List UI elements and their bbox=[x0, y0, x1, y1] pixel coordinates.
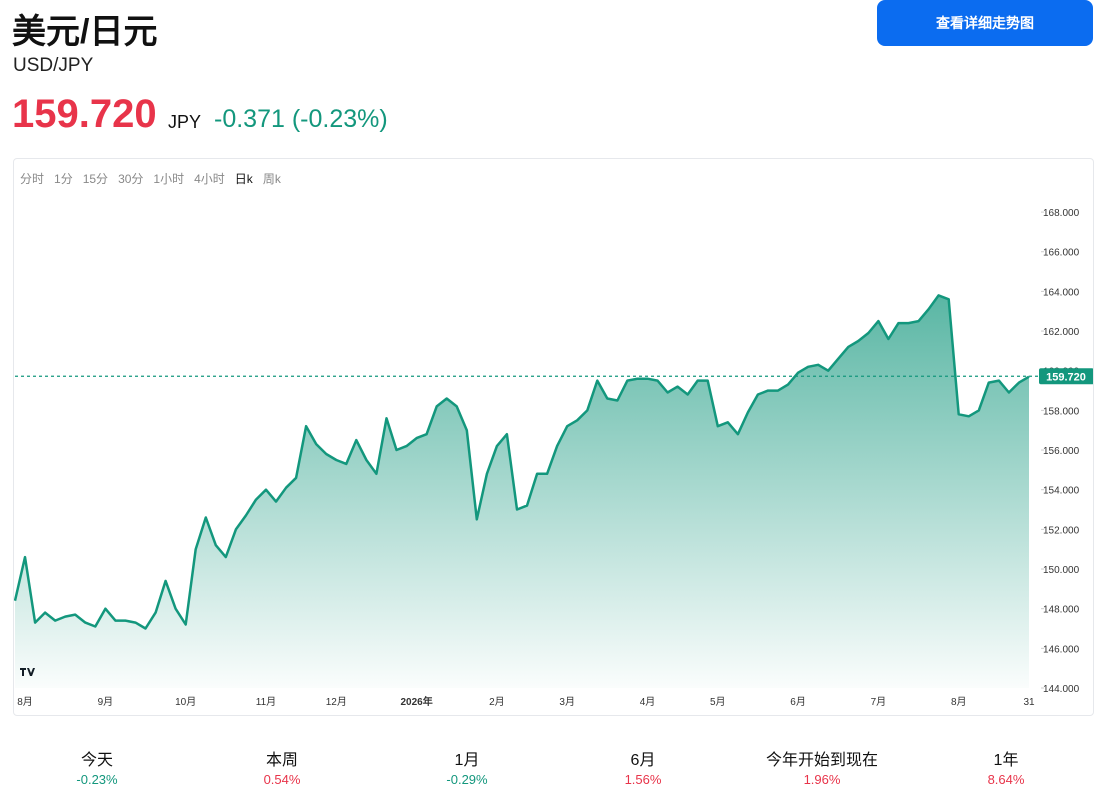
current-price-label: 159.720 bbox=[1046, 371, 1086, 383]
x-tick-label: 9月 bbox=[98, 696, 114, 708]
stat-label: 1年 bbox=[993, 752, 1019, 769]
x-tick-label: 3月 bbox=[559, 696, 575, 708]
y-tick-label: 146.000 bbox=[1043, 644, 1080, 655]
price: 159.720 bbox=[12, 92, 157, 136]
stat-label: 6月 bbox=[630, 752, 656, 769]
timeframe-tab[interactable]: 30分 bbox=[118, 172, 143, 186]
y-tick-label: 156.000 bbox=[1043, 446, 1080, 457]
y-tick-label: 164.000 bbox=[1043, 287, 1080, 298]
stat-value: 8.64% bbox=[987, 772, 1025, 787]
x-tick-label: 10月 bbox=[175, 696, 196, 708]
timeframe-tab[interactable]: 15分 bbox=[83, 172, 108, 186]
timeframe-tab[interactable]: 1小时 bbox=[153, 172, 184, 186]
x-tick-label: 6月 bbox=[790, 696, 806, 708]
y-tick-label: 168.000 bbox=[1043, 208, 1080, 219]
area bbox=[15, 295, 1029, 688]
y-tick-label: 154.000 bbox=[1043, 486, 1080, 497]
stat-label: 本周 bbox=[265, 752, 299, 769]
timeframe-tab[interactable]: 1分 bbox=[54, 172, 73, 186]
line bbox=[13, 294, 1030, 630]
stat-label: 今天 bbox=[80, 752, 114, 769]
timeframe-tab[interactable]: 4小时 bbox=[194, 172, 225, 186]
currency: JPY bbox=[168, 112, 202, 132]
stat-value: 0.54% bbox=[263, 772, 301, 787]
y-tick-label: 148.000 bbox=[1043, 605, 1080, 616]
title: 美元/日元 bbox=[12, 13, 158, 51]
x-tick-label: 11月 bbox=[256, 696, 276, 708]
chart-box: 分时 1分 15分 30分 1小时 4小时 日k 周k 144.000 146.000 148.00… bbox=[13, 158, 1094, 716]
detail-button[interactable]: 查看详细走势图 bbox=[877, 0, 1093, 46]
stat-value: 1.56% bbox=[624, 772, 662, 787]
x-tick-label: 4月 bbox=[640, 696, 656, 708]
stat-value: -0.23% bbox=[76, 772, 118, 787]
current-price-tag bbox=[1039, 368, 1094, 385]
stat-value: -0.29% bbox=[446, 772, 488, 787]
stat-label: 今年开始到现在 bbox=[765, 752, 879, 769]
stat-label: 1月 bbox=[454, 752, 480, 769]
timeframe-tab[interactable]: 分时 bbox=[20, 172, 44, 186]
chart: 分时 1分 15分 30分 1小时 4小时 日k 周k 144.000 146.000 148.00… bbox=[13, 172, 1094, 708]
y-tick-label: 150.000 bbox=[1043, 565, 1080, 576]
timeframe-tab[interactable]: 周k bbox=[263, 172, 282, 186]
y-tick-label: 152.000 bbox=[1043, 525, 1080, 536]
stat-value: 1.96% bbox=[803, 772, 841, 787]
symbol: USD/JPY bbox=[13, 55, 94, 76]
y-tick-label: 162.000 bbox=[1043, 327, 1080, 338]
x-tick-label: 2026年 bbox=[400, 695, 432, 708]
x-tick-label: 8月 bbox=[951, 696, 967, 708]
x-tick-label: 7月 bbox=[871, 696, 887, 708]
x-tick-label: 5月 bbox=[710, 696, 726, 708]
y-tick-label: 144.000 bbox=[1043, 684, 1080, 695]
change: -0.371 (-0.23%) bbox=[214, 105, 388, 133]
y-tick-label: 158.000 bbox=[1043, 406, 1080, 417]
x-tick-label: 8月 bbox=[17, 696, 33, 708]
x-tick-label: 12月 bbox=[326, 696, 347, 708]
y-tick-label: 166.000 bbox=[1043, 248, 1080, 259]
x-tick-label: 31 bbox=[1023, 697, 1035, 708]
x-tick-label: 2月 bbox=[489, 696, 505, 708]
timeframe-tab[interactable]: 日k bbox=[235, 172, 254, 186]
